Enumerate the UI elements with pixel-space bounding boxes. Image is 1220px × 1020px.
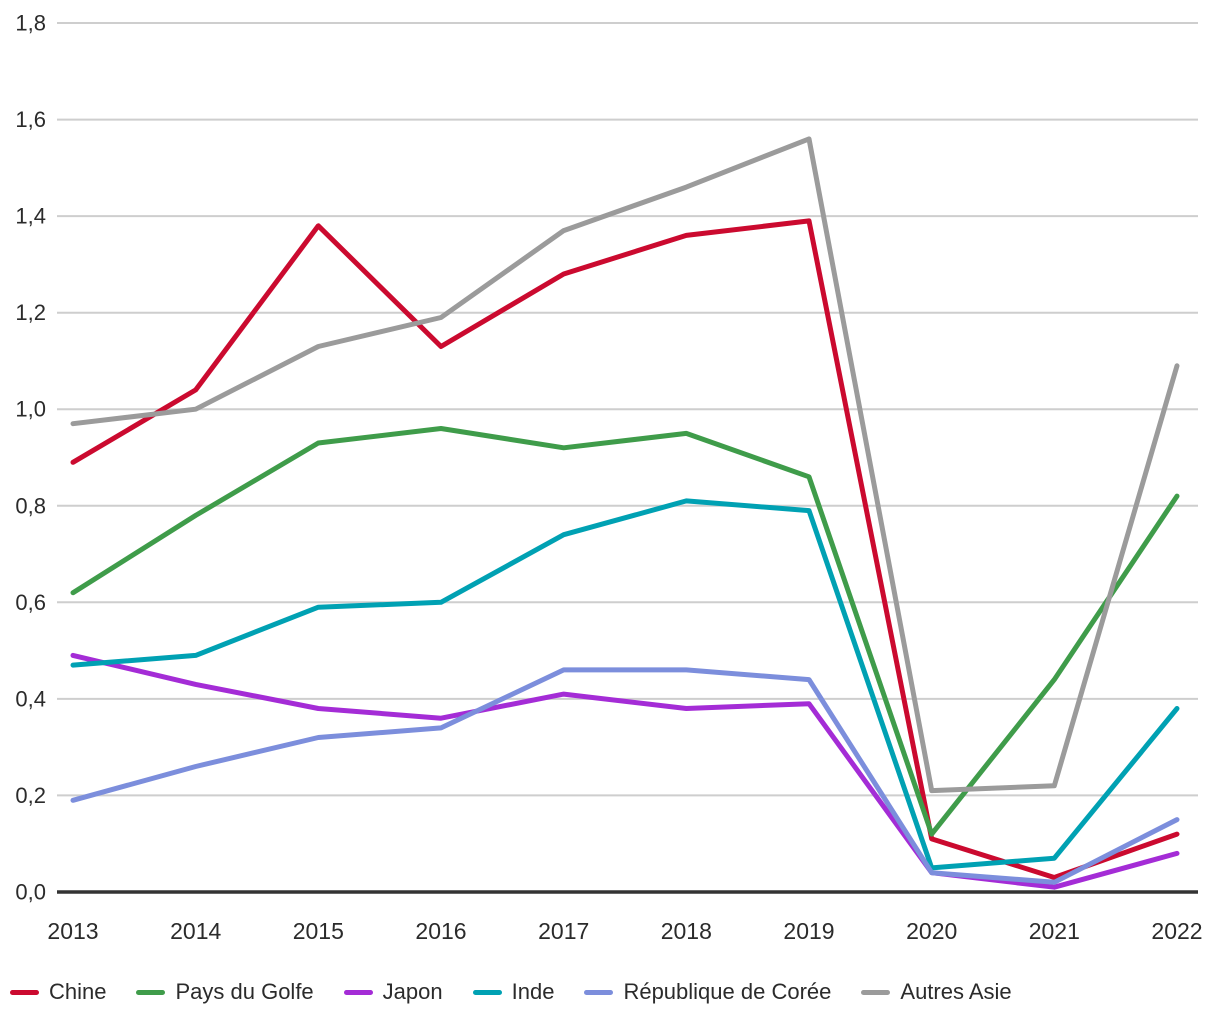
x-tick-label: 2020 (906, 918, 957, 944)
y-tick-label: 1,8 (15, 11, 46, 36)
y-tick-label: 0,4 (15, 686, 46, 711)
series-line-r-publique-de-cor-e (70, 667, 1180, 885)
legend-label: République de Corée (623, 979, 832, 1004)
legend-item: Inde (472, 979, 555, 1005)
series-line-chine (70, 218, 1180, 880)
x-tick-label: 2014 (170, 918, 221, 944)
y-tick-label: 1,6 (15, 107, 46, 132)
series-line-pays-du-golfe (70, 426, 1180, 837)
series-line-japon (70, 652, 1180, 890)
x-tick-label: 2021 (1029, 918, 1080, 944)
y-tick-label: 1,0 (15, 397, 46, 422)
legend-label: Autres Asie (900, 979, 1012, 1004)
plot-area: 0,0 0,2 0,4 0,6 0,8 1,0 1,2 1,4 1,6 1,8 2013 2014 20… (15, 11, 1202, 944)
y-tick-label: 1,4 (15, 204, 46, 229)
y-tick-label: 0,0 (15, 880, 46, 905)
legend-label: Pays du Golfe (175, 979, 314, 1004)
x-tick-label: 2019 (783, 918, 834, 944)
series-line-autres-asie (70, 136, 1180, 794)
legend-swatch-icon (343, 989, 373, 995)
legend-swatch-icon (472, 989, 502, 995)
x-tick-label: 2015 (293, 918, 344, 944)
y-tick-label: 0,2 (15, 783, 46, 808)
series-line-inde (70, 498, 1180, 871)
legend-label: Japon (382, 979, 443, 1004)
x-tick-label: 2016 (415, 918, 466, 944)
legend-swatch-icon (136, 989, 166, 995)
legend-item: Pays du Golfe (136, 979, 314, 1005)
x-tick-label: 2022 (1151, 918, 1202, 944)
legend-swatch-icon (861, 989, 891, 995)
legend-item: Chine (10, 979, 106, 1005)
legend-swatch-icon (584, 989, 614, 995)
chart-legend: Chine Pays du Golfe Japon Inde République de… (10, 979, 1220, 1005)
legend-item: République de Corée (584, 979, 831, 1005)
x-tick-label: 2017 (538, 918, 589, 944)
legend-swatch-icon (10, 989, 39, 995)
y-tick-label: 0,6 (15, 590, 46, 615)
legend-item: Autres Asie (861, 979, 1012, 1005)
x-tick-label: 2018 (661, 918, 712, 944)
legend-label: Inde (511, 979, 555, 1004)
legend-label: Chine (49, 979, 107, 1004)
x-tick-label: 2013 (47, 918, 98, 944)
y-tick-label: 1,2 (15, 300, 46, 325)
legend-item: Japon (343, 979, 443, 1005)
y-tick-label: 0,8 (15, 493, 46, 518)
